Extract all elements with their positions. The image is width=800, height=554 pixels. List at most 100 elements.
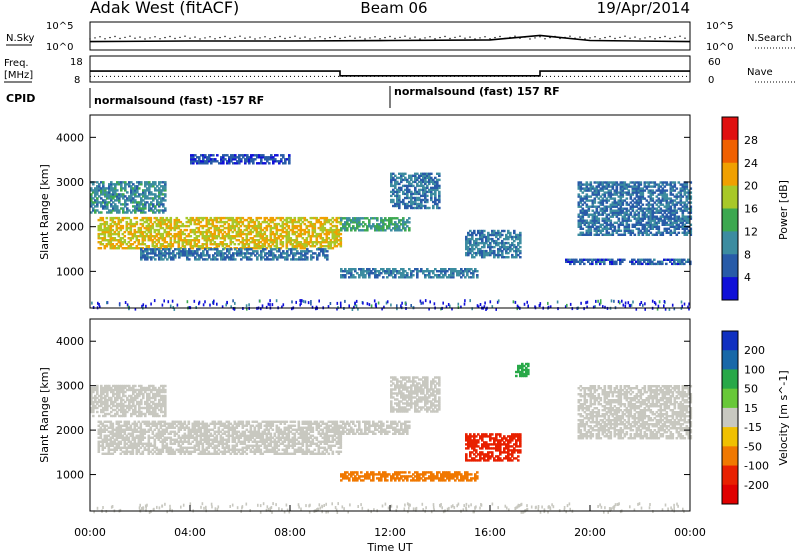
heatmap-cell xyxy=(501,241,504,245)
heatmap-cell xyxy=(621,187,625,190)
heatmap-cell xyxy=(146,197,149,200)
heatmap-cell xyxy=(352,225,355,228)
heatmap-cell xyxy=(416,192,419,196)
heatmap-cell xyxy=(633,225,637,228)
heatmap-cell xyxy=(222,156,225,159)
heatmap-cell xyxy=(442,276,445,279)
heatmap-cell xyxy=(653,219,657,222)
heatmap-cell xyxy=(631,193,635,196)
heatmap-cell xyxy=(253,228,257,232)
heatmap-cell xyxy=(159,422,163,425)
heatmap-cell xyxy=(134,307,137,311)
heatmap-cell xyxy=(211,235,215,238)
heatmap-cell xyxy=(96,201,99,204)
heatmap-cell xyxy=(275,239,279,242)
heatmap-cell xyxy=(581,197,585,200)
heatmap-cell xyxy=(193,245,197,248)
heatmap-cell xyxy=(677,215,681,218)
heatmap-cell xyxy=(196,254,199,257)
heatmap-cell xyxy=(155,224,159,228)
heatmap-cell xyxy=(683,231,687,234)
heatmap-cell xyxy=(641,197,645,200)
heatmap-cell xyxy=(192,160,195,163)
heatmap-cell xyxy=(268,162,271,165)
heatmap-cell xyxy=(245,218,249,222)
heatmap-cell xyxy=(271,232,275,236)
heatmap-cell xyxy=(663,185,667,188)
heatmap-cell xyxy=(653,215,657,218)
heatmap-cell xyxy=(116,193,119,196)
heatmap-cell xyxy=(675,225,679,228)
heatmap-cell xyxy=(649,189,653,192)
heatmap-cell xyxy=(147,218,151,222)
noise-point xyxy=(569,35,571,37)
heatmap-cell xyxy=(241,245,245,248)
heatmap-cell xyxy=(673,229,677,232)
heatmap-cell xyxy=(165,226,169,230)
heatmap-cell xyxy=(165,232,169,236)
heatmap-cell xyxy=(605,231,609,234)
heatmap-cell xyxy=(651,209,655,212)
noise-point xyxy=(164,36,166,39)
heatmap-cell xyxy=(671,209,675,212)
heatmap-cell xyxy=(103,235,107,238)
heatmap-cell xyxy=(625,211,629,214)
heatmap-cell xyxy=(593,201,597,204)
heatmap-cell xyxy=(125,434,129,437)
heatmap-cell xyxy=(149,228,153,232)
heatmap-cell xyxy=(164,187,167,190)
heatmap-cell xyxy=(683,201,687,204)
heatmap-cell xyxy=(386,300,389,304)
heatmap-cell xyxy=(160,193,163,196)
heatmap-cell xyxy=(139,442,143,445)
heatmap-cell xyxy=(497,231,500,235)
heatmap-cell xyxy=(659,262,662,266)
heatmap-cell xyxy=(583,258,586,261)
heatmap-cell xyxy=(629,233,633,236)
heatmap-cell xyxy=(344,227,347,230)
heatmap-cell xyxy=(160,197,163,200)
heatmap-cell xyxy=(117,222,121,226)
heatmap-cell xyxy=(615,211,619,214)
heatmap-cell xyxy=(505,241,508,245)
heatmap-cell xyxy=(261,228,265,232)
heatmap-cell xyxy=(647,195,651,198)
heatmap-cell xyxy=(265,247,269,250)
heatmap-cell xyxy=(619,213,623,216)
heatmap-cell xyxy=(368,221,371,224)
heatmap-cell xyxy=(183,239,187,242)
heatmap-cell xyxy=(161,216,165,220)
heatmap-cell xyxy=(156,199,159,202)
heatmap-cell xyxy=(404,227,407,230)
heatmap-cell xyxy=(147,444,151,447)
heatmap-cell xyxy=(107,224,111,228)
heatmap-cell xyxy=(625,227,629,230)
heatmap-cell xyxy=(519,231,522,235)
heatmap-cell xyxy=(593,227,597,230)
heatmap-cell xyxy=(645,227,649,230)
heatmap-cell xyxy=(426,198,429,202)
heatmap-cell xyxy=(155,243,159,246)
heatmap-cell xyxy=(507,229,510,233)
heatmap-cell xyxy=(481,235,484,239)
heatmap-cell xyxy=(141,434,145,437)
heatmap-cell xyxy=(677,223,681,226)
heatmap-cell xyxy=(661,262,664,266)
heatmap-cell xyxy=(262,154,265,157)
heatmap-cell xyxy=(416,276,419,279)
heatmap-cell xyxy=(129,218,133,222)
heatmap-cell xyxy=(167,224,171,228)
heatmap-cell xyxy=(687,221,691,224)
heatmap-cell xyxy=(384,229,387,232)
heatmap-cell xyxy=(147,222,151,226)
heatmap-cell xyxy=(372,272,375,275)
heatmap-cell xyxy=(117,230,121,234)
heatmap-cell xyxy=(611,185,615,188)
heatmap-cell xyxy=(241,239,245,242)
heatmap-cell xyxy=(198,158,201,161)
heatmap-cell xyxy=(110,205,113,208)
heatmap-cell xyxy=(105,442,109,445)
heatmap-cell xyxy=(633,191,637,194)
heatmap-cell xyxy=(479,229,482,233)
heatmap-cell xyxy=(603,221,607,224)
